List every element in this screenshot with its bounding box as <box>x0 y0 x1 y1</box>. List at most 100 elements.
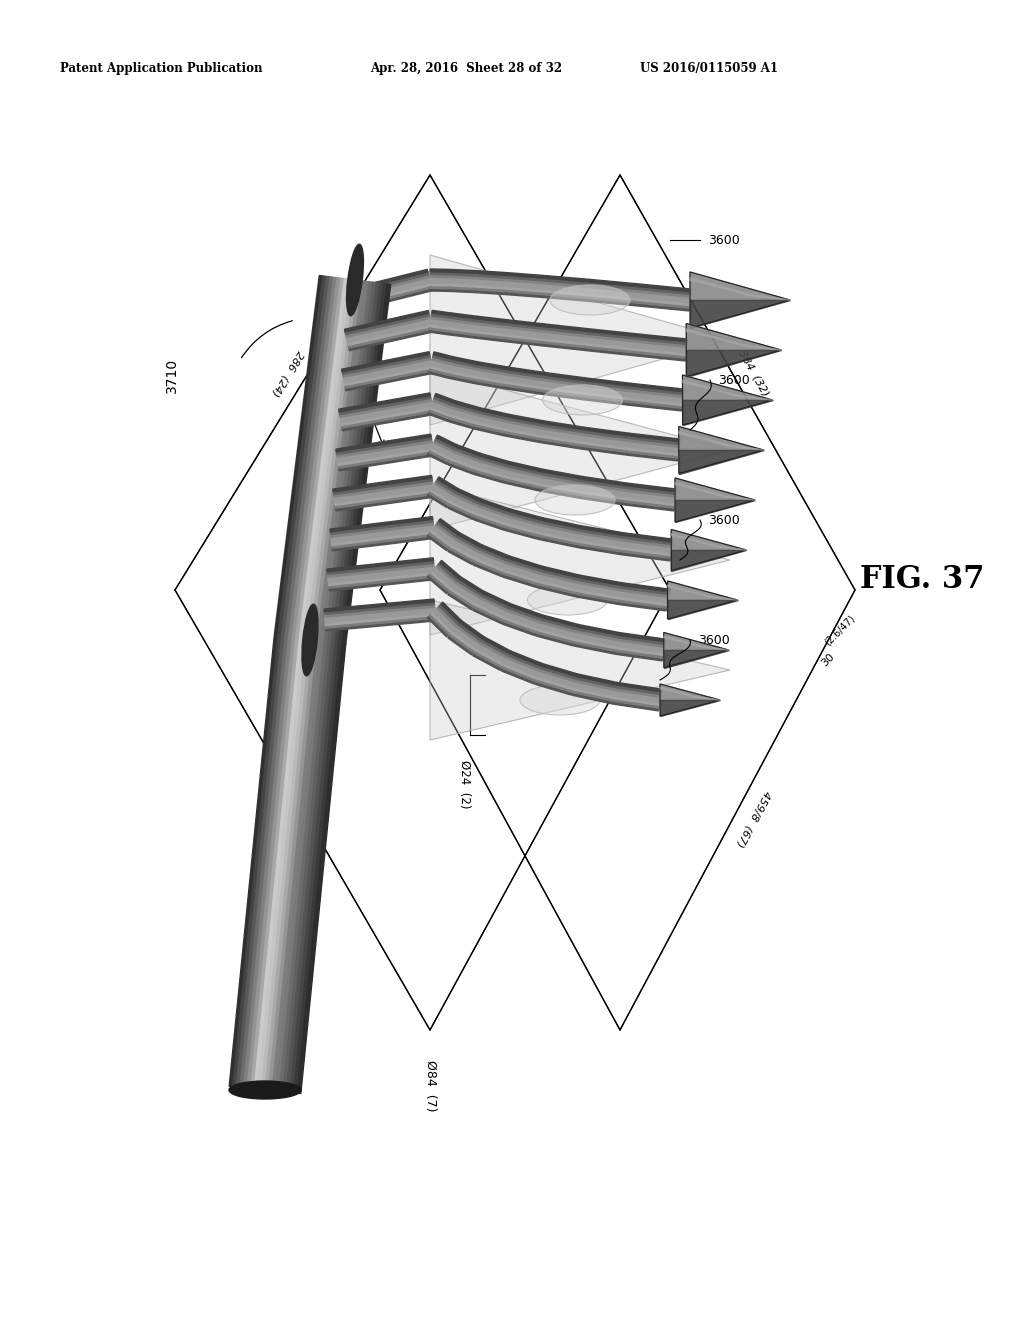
Polygon shape <box>335 282 384 644</box>
Polygon shape <box>587 293 636 300</box>
Polygon shape <box>476 645 506 663</box>
Polygon shape <box>435 609 457 628</box>
Polygon shape <box>349 329 433 351</box>
Polygon shape <box>306 280 355 640</box>
Polygon shape <box>450 286 475 290</box>
Polygon shape <box>480 499 510 512</box>
Polygon shape <box>437 477 459 491</box>
Polygon shape <box>479 642 508 659</box>
Polygon shape <box>427 494 449 508</box>
Polygon shape <box>474 381 506 389</box>
Polygon shape <box>434 482 456 496</box>
Polygon shape <box>538 536 578 548</box>
Polygon shape <box>580 531 624 541</box>
Polygon shape <box>453 496 478 510</box>
Polygon shape <box>578 545 622 554</box>
Text: US 2016/0115059 A1: US 2016/0115059 A1 <box>640 62 778 75</box>
Polygon shape <box>453 450 478 461</box>
Polygon shape <box>431 318 451 323</box>
Polygon shape <box>476 510 506 521</box>
Polygon shape <box>478 411 509 420</box>
Polygon shape <box>621 586 669 594</box>
Polygon shape <box>232 636 282 1088</box>
Polygon shape <box>430 275 451 277</box>
Polygon shape <box>542 475 582 484</box>
Polygon shape <box>278 276 327 636</box>
Polygon shape <box>544 330 586 337</box>
Polygon shape <box>348 272 429 294</box>
Polygon shape <box>542 432 583 441</box>
Polygon shape <box>450 374 475 380</box>
Polygon shape <box>347 269 428 292</box>
Polygon shape <box>583 430 629 438</box>
Polygon shape <box>580 492 625 502</box>
Polygon shape <box>580 495 625 504</box>
Polygon shape <box>541 478 582 487</box>
Polygon shape <box>679 450 764 474</box>
Text: 3600: 3600 <box>698 634 730 647</box>
Polygon shape <box>615 690 660 700</box>
Polygon shape <box>428 371 450 379</box>
Polygon shape <box>344 310 429 331</box>
Polygon shape <box>540 620 578 632</box>
Polygon shape <box>477 461 507 473</box>
Polygon shape <box>477 413 508 422</box>
Polygon shape <box>451 364 477 372</box>
Polygon shape <box>585 378 632 387</box>
Polygon shape <box>577 673 617 685</box>
Polygon shape <box>348 326 432 348</box>
Polygon shape <box>324 599 434 611</box>
Polygon shape <box>505 387 542 395</box>
Polygon shape <box>672 533 746 550</box>
Polygon shape <box>451 500 476 515</box>
Polygon shape <box>584 385 631 395</box>
Polygon shape <box>478 408 509 417</box>
Polygon shape <box>328 569 434 582</box>
Polygon shape <box>505 521 540 533</box>
Polygon shape <box>430 447 451 459</box>
Polygon shape <box>339 393 430 412</box>
Polygon shape <box>431 570 452 590</box>
Polygon shape <box>332 531 434 545</box>
Polygon shape <box>430 272 451 275</box>
Polygon shape <box>475 378 506 385</box>
Polygon shape <box>477 598 507 614</box>
Polygon shape <box>535 681 572 696</box>
Polygon shape <box>507 372 544 380</box>
Polygon shape <box>541 525 580 537</box>
Polygon shape <box>341 407 433 425</box>
Polygon shape <box>450 277 476 281</box>
Polygon shape <box>434 396 455 407</box>
Polygon shape <box>585 383 631 392</box>
Polygon shape <box>536 678 572 693</box>
Polygon shape <box>690 277 790 300</box>
Polygon shape <box>504 572 538 585</box>
Polygon shape <box>540 618 578 630</box>
Text: (2.6/47): (2.6/47) <box>823 612 857 647</box>
Polygon shape <box>451 587 476 605</box>
Polygon shape <box>430 282 450 286</box>
Polygon shape <box>583 397 630 405</box>
Polygon shape <box>586 331 634 339</box>
Polygon shape <box>538 626 575 638</box>
Polygon shape <box>432 310 452 315</box>
Polygon shape <box>507 331 544 338</box>
Polygon shape <box>541 523 581 535</box>
Polygon shape <box>439 605 460 626</box>
Polygon shape <box>338 445 433 463</box>
Polygon shape <box>334 483 433 500</box>
Polygon shape <box>541 440 581 449</box>
Polygon shape <box>585 342 633 350</box>
Polygon shape <box>451 457 476 469</box>
Polygon shape <box>507 609 541 623</box>
Polygon shape <box>508 319 545 327</box>
Polygon shape <box>508 558 542 572</box>
Polygon shape <box>474 426 505 436</box>
Polygon shape <box>507 286 544 292</box>
Polygon shape <box>478 549 508 564</box>
Polygon shape <box>508 273 545 279</box>
Polygon shape <box>334 480 433 498</box>
Polygon shape <box>451 544 476 560</box>
Polygon shape <box>505 478 540 488</box>
Polygon shape <box>541 569 580 581</box>
